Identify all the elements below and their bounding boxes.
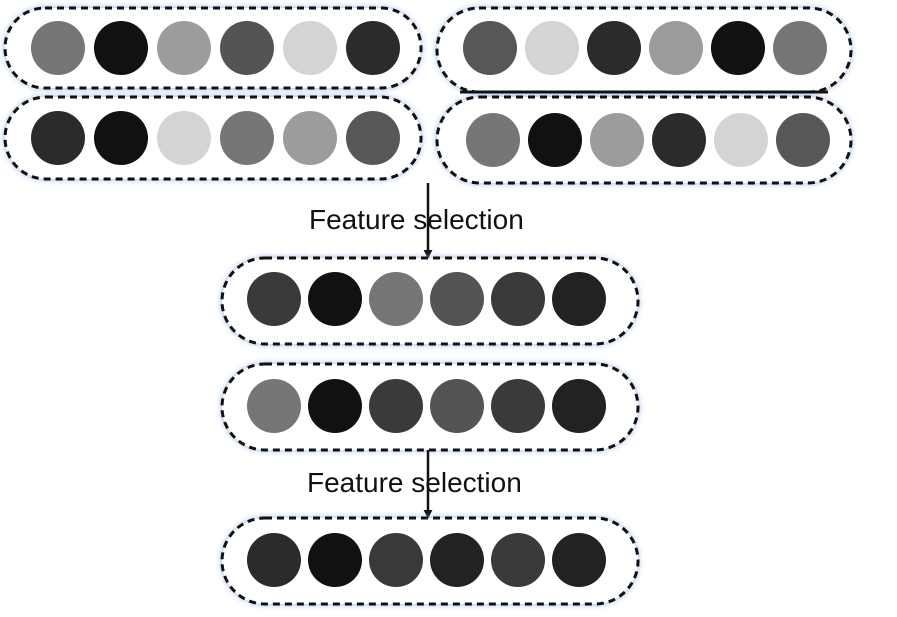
selected-2-feature-circle-1	[247, 533, 301, 587]
selected-1a-feature-circle-3	[369, 272, 423, 326]
selected-2-feature-circle-6	[552, 533, 606, 587]
input-bottom-left-feature-circle-2	[94, 111, 148, 165]
input-bottom-left-feature-circle-1	[31, 111, 85, 165]
input-top-right-feature-circle-5	[711, 21, 765, 75]
selected-1a-feature-circle-4	[430, 272, 484, 326]
input-top-right-feature-circle-6	[773, 21, 827, 75]
selected-group-1a	[220, 256, 640, 346]
input-top-left-feature-circle-1	[31, 21, 85, 75]
input-bottom-right-feature-circle-5	[714, 113, 768, 167]
selected-1a-feature-circle-6	[552, 272, 606, 326]
selected-2-feature-circle-5	[491, 533, 545, 587]
input-bottom-right-feature-circle-4	[652, 113, 706, 167]
input-top-right-feature-circle-3	[587, 21, 641, 75]
selected-1b-feature-circle-3	[369, 379, 423, 433]
input-top-right-feature-circle-1	[463, 21, 517, 75]
input-group-top-left	[3, 6, 423, 90]
selected-1b-feature-circle-5	[491, 379, 545, 433]
input-group-bottom-left	[3, 95, 423, 181]
selected-2-feature-circle-3	[369, 533, 423, 587]
label-feature-selection-1: Feature selection	[309, 204, 524, 235]
selected-2-feature-circle-4	[430, 533, 484, 587]
input-bottom-right-feature-circle-3	[590, 113, 644, 167]
input-group-top-right	[435, 6, 853, 94]
selected-1a-feature-circle-1	[247, 272, 301, 326]
input-group-bottom-right	[435, 95, 853, 185]
input-top-left-feature-circle-3	[157, 21, 211, 75]
selected-1b-feature-circle-6	[552, 379, 606, 433]
input-bottom-right-feature-circle-2	[528, 113, 582, 167]
input-top-left-feature-circle-6	[346, 21, 400, 75]
input-top-right-feature-circle-2	[525, 21, 579, 75]
input-top-right-feature-circle-4	[649, 21, 703, 75]
label-feature-selection-2: Feature selection	[307, 467, 522, 498]
input-bottom-right-feature-circle-1	[466, 113, 520, 167]
input-top-left-feature-circle-4	[220, 21, 274, 75]
selected-1a-feature-circle-5	[491, 272, 545, 326]
selected-group-2	[220, 516, 640, 606]
input-bottom-left-feature-circle-6	[346, 111, 400, 165]
input-bottom-left-feature-circle-5	[283, 111, 337, 165]
selected-1b-feature-circle-4	[430, 379, 484, 433]
selected-2-feature-circle-2	[308, 533, 362, 587]
selected-1a-feature-circle-2	[308, 272, 362, 326]
selected-group-1b	[220, 362, 640, 452]
selected-1b-feature-circle-2	[308, 379, 362, 433]
input-top-left-feature-circle-2	[94, 21, 148, 75]
input-bottom-left-feature-circle-3	[157, 111, 211, 165]
input-bottom-right-feature-circle-6	[776, 113, 830, 167]
selected-1b-feature-circle-1	[247, 379, 301, 433]
input-top-left-feature-circle-5	[283, 21, 337, 75]
input-bottom-left-feature-circle-4	[220, 111, 274, 165]
